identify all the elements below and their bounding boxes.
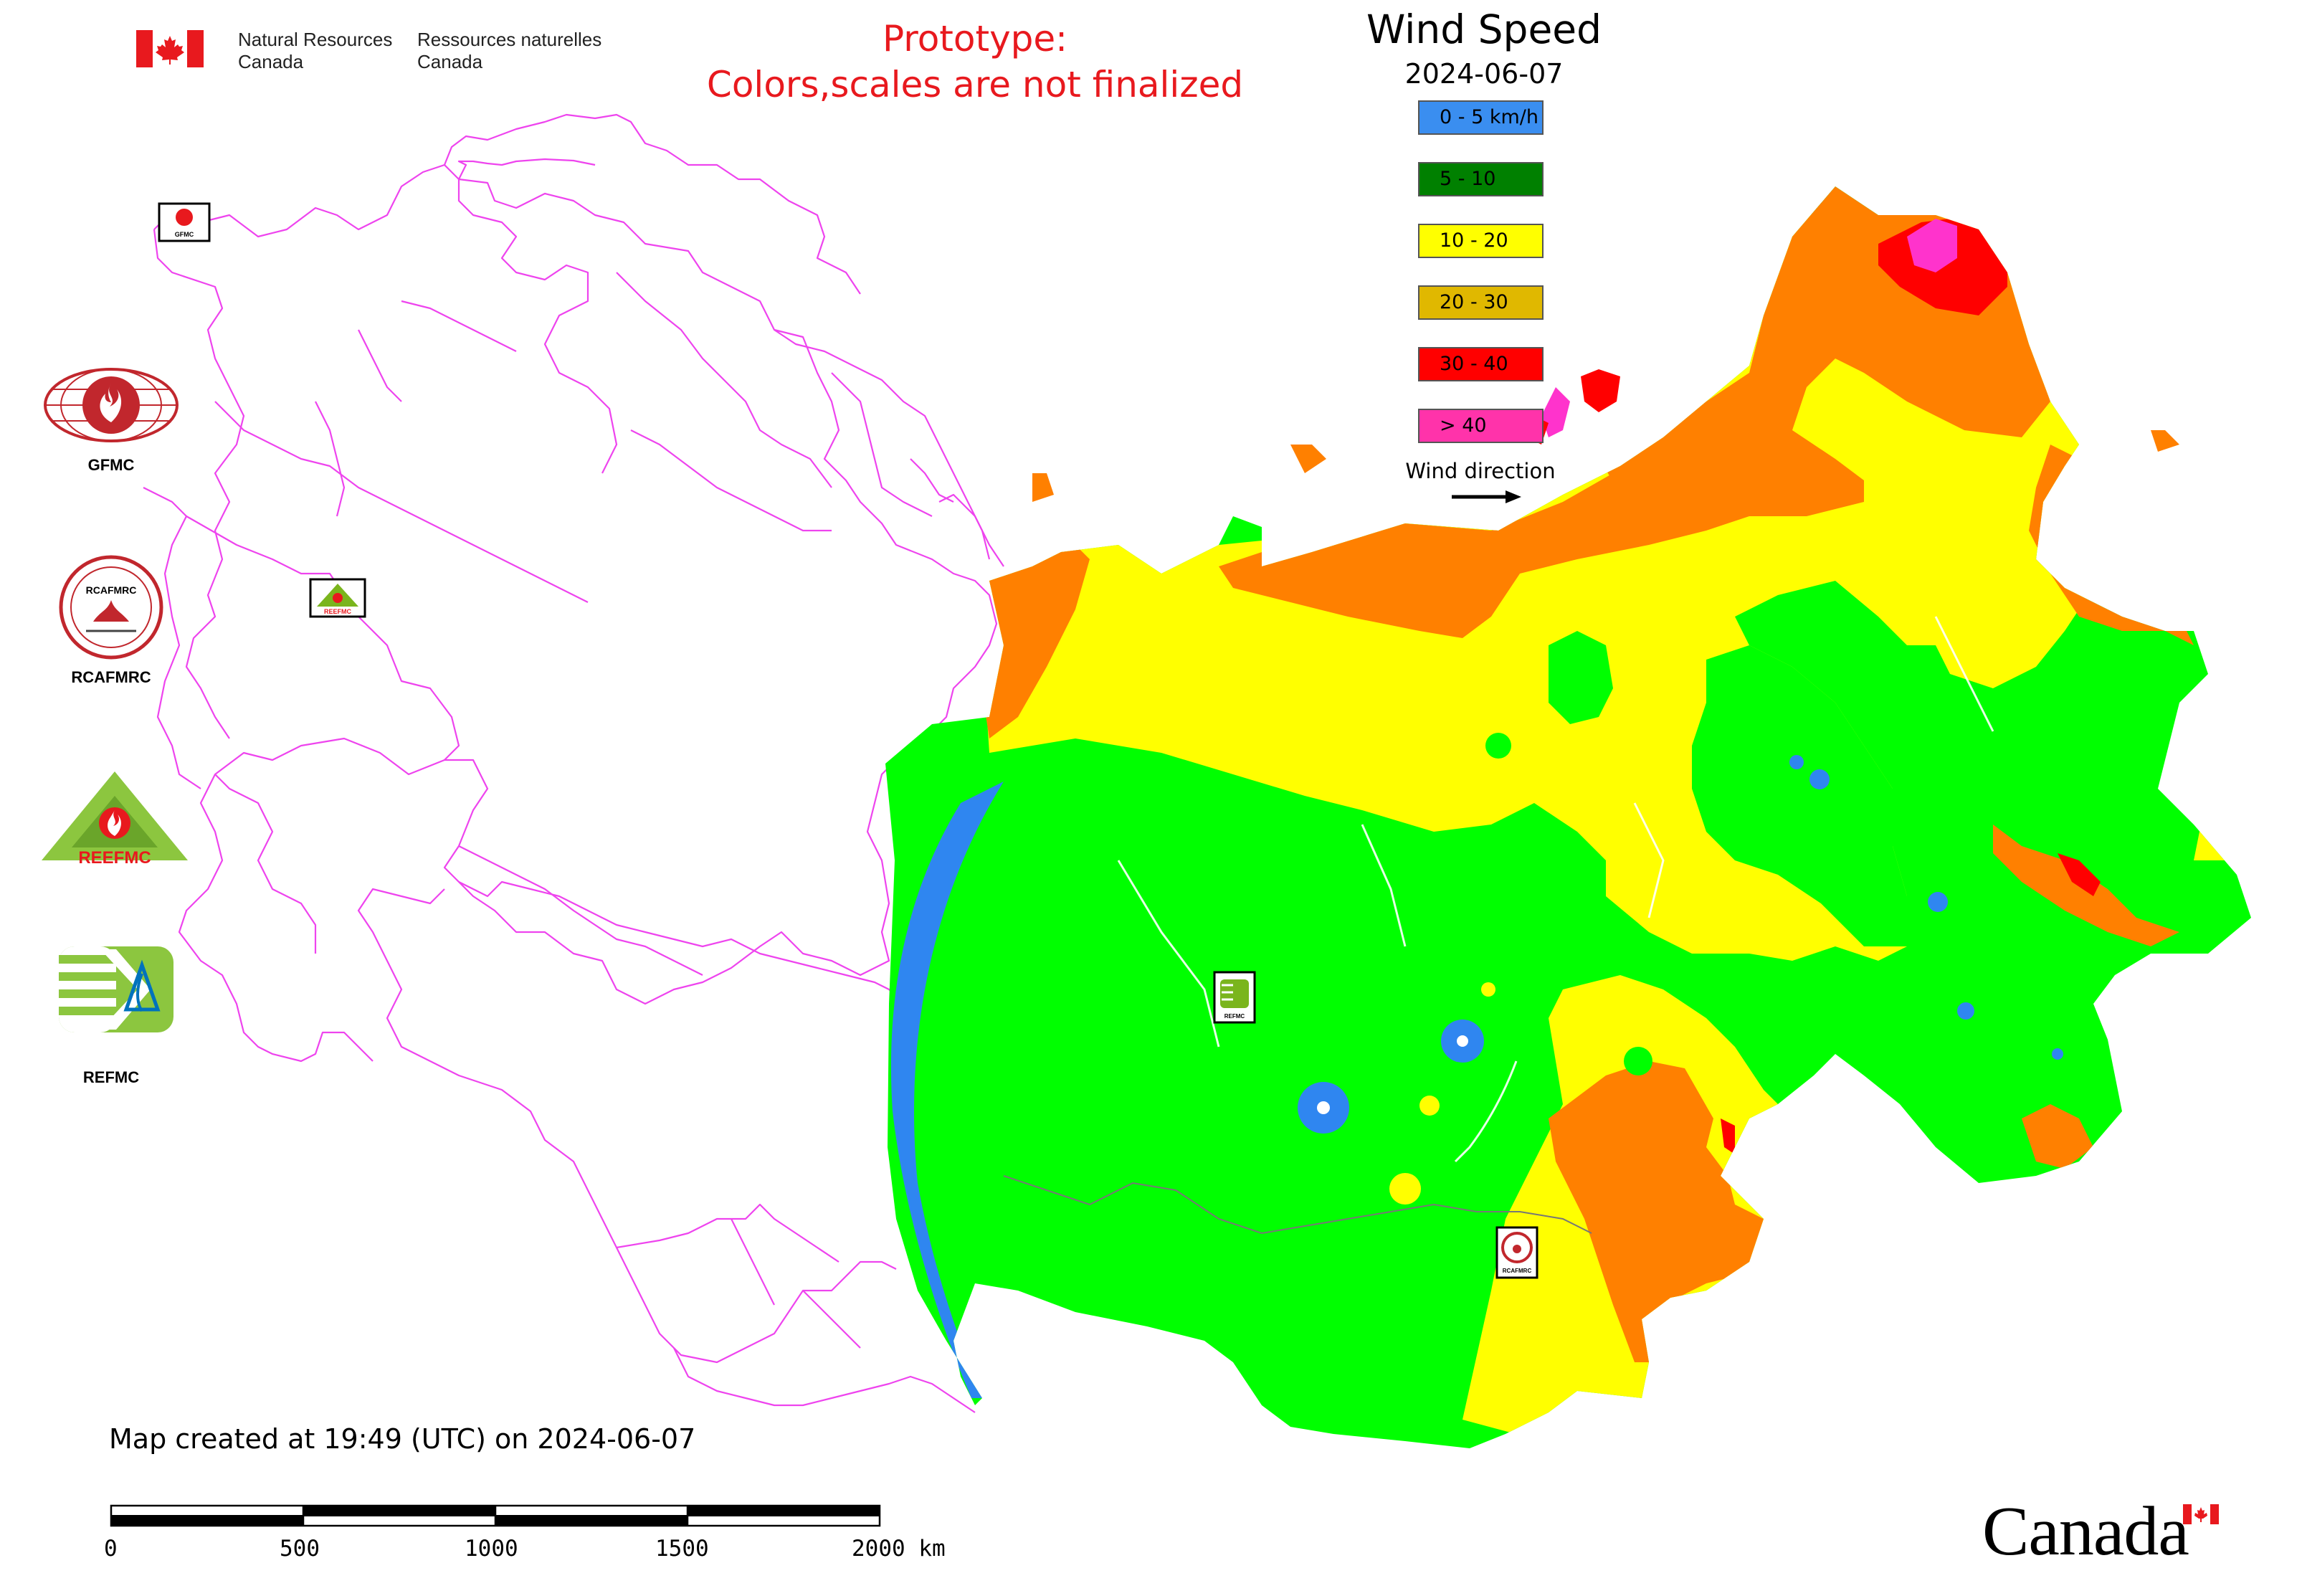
marker-gfmc: GFMC <box>158 202 211 242</box>
legend-item-30-40: 30 - 40 <box>1418 347 1544 381</box>
legend-item-label: 0 - 5 km/h <box>1440 106 1538 128</box>
canada-wordmark-text: Canada <box>1982 1493 2189 1570</box>
marker-rcafmrc-label: RCAFMRC <box>1503 1268 1532 1274</box>
department-name-en: Natural Resources Canada <box>238 29 392 73</box>
marker-gfmc-label: GFMC <box>175 231 194 238</box>
marker-reefmc: REEFMC <box>309 578 366 618</box>
legend-item-label: 30 - 40 <box>1440 353 1508 375</box>
rcafmrc-logo-icon: RCAFMRC <box>59 555 163 660</box>
marker-rcafmrc: RCAFMRC <box>1495 1226 1538 1279</box>
rcafmrc-ring-text: RCAFMRC <box>86 584 137 596</box>
wind-field <box>885 186 2251 1448</box>
reefmc-logo-text: REEFMC <box>78 848 151 868</box>
prototype-notice-line1: Prototype: <box>882 18 1068 60</box>
scale-label-1000: 1000 <box>465 1536 518 1562</box>
department-name-fr: Ressources naturelles Canada <box>417 29 601 73</box>
legend-title: Wind Speed <box>1366 6 1602 52</box>
wind-direction-label: Wind direction <box>1405 459 1556 483</box>
marker-refmc-label: REFMC <box>1224 1013 1245 1020</box>
rivers <box>1117 616 1994 1163</box>
legend-item-over-40: > 40 <box>1418 409 1544 443</box>
department-name-fr-line2: Canada <box>417 51 483 72</box>
gfmc-logo-label: GFMC <box>87 456 135 474</box>
map-created-timestamp: Map created at 19:49 (UTC) on 2024-06-07 <box>109 1423 696 1455</box>
prototype-notice: Prototype: Colors,scales are not finaliz… <box>674 16 1276 108</box>
legend-item-20-30: 20 - 30 <box>1418 285 1544 320</box>
russia-south-border <box>1003 1175 1592 1235</box>
gfmc-logo-icon <box>44 368 179 442</box>
department-name-en-line1: Natural Resources <box>238 29 393 50</box>
legend-item-5-10: 5 - 10 <box>1418 162 1544 196</box>
wind-direction-arrow-icon <box>1452 490 1521 503</box>
refmc-logo-label: REFMC <box>82 1068 140 1086</box>
department-name-en-line2: Canada <box>238 51 304 72</box>
marker-refmc: REFMC <box>1213 971 1256 1024</box>
department-name-fr-line1: Ressources naturelles <box>417 29 602 50</box>
scale-label-2000: 2000 km <box>852 1536 946 1562</box>
reefmc-logo-icon: REEFMC <box>42 771 188 868</box>
legend-item-0-5: 0 - 5 km/h <box>1418 100 1544 135</box>
scale-label-500: 500 <box>280 1536 320 1562</box>
legend-item-10-20: 10 - 20 <box>1418 224 1544 258</box>
country-borders <box>143 113 1004 1413</box>
prototype-notice-line2: Colors,scales are not finalized <box>706 64 1244 105</box>
scale-label-1500: 1500 <box>655 1536 709 1562</box>
legend-item-label: 10 - 20 <box>1440 229 1508 252</box>
scale-label-0: 0 <box>104 1536 118 1562</box>
scale-bar <box>110 1504 881 1527</box>
legend-item-label: > 40 <box>1440 414 1487 437</box>
refmc-logo-icon <box>59 946 173 1032</box>
legend-item-label: 20 - 30 <box>1440 291 1508 313</box>
canada-wordmark-flag-icon <box>2183 1504 2219 1524</box>
rcafmrc-logo-label: RCAFMRC <box>71 668 151 686</box>
canada-flag-icon <box>136 30 204 67</box>
legend-item-label: 5 - 10 <box>1440 168 1496 190</box>
legend-date: 2024-06-07 <box>1404 58 1564 90</box>
marker-reefmc-label: REEFMC <box>324 608 352 615</box>
canada-wordmark: Canada <box>1982 1491 2189 1572</box>
